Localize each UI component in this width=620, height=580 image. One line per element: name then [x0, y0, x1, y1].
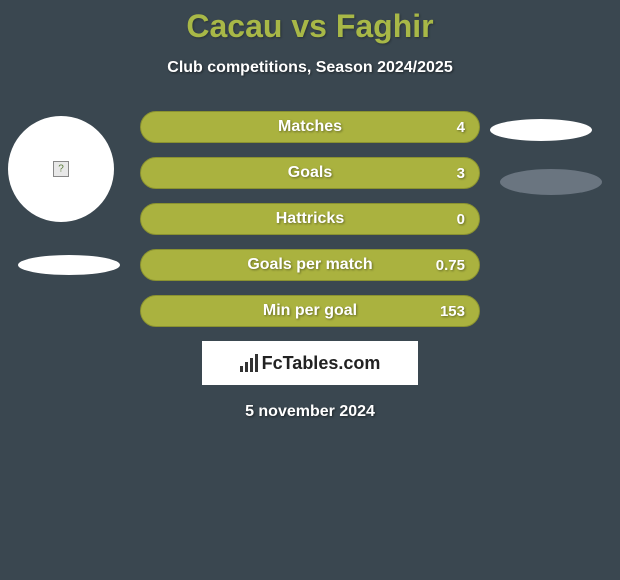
stat-bar-goals-per-match: Goals per match 0.75: [140, 249, 480, 281]
page-title: Cacau vs Faghir: [0, 0, 620, 45]
page-subtitle: Club competitions, Season 2024/2025: [0, 59, 620, 77]
stat-value: 4: [457, 119, 465, 136]
stat-value: 153: [440, 303, 465, 320]
stat-value: 0: [457, 211, 465, 228]
logo-box: FcTables.com: [202, 341, 418, 385]
stat-label: Matches: [278, 118, 342, 136]
logo-text: FcTables.com: [262, 353, 381, 374]
stat-value: 3: [457, 165, 465, 182]
stat-bar-matches: Matches 4: [140, 111, 480, 143]
stat-bar-hattricks: Hattricks 0: [140, 203, 480, 235]
avatar-shadow-left: [18, 255, 120, 275]
stat-value: 0.75: [436, 257, 465, 274]
date-text: 5 november 2024: [0, 403, 620, 421]
player-avatar-left: [8, 116, 114, 222]
avatar-placeholder-icon: [53, 161, 69, 177]
avatar-shadow-right-bottom: [500, 169, 602, 195]
logo-chart-icon: [240, 354, 258, 372]
stat-label: Min per goal: [263, 302, 357, 320]
avatar-shadow-right-top: [490, 119, 592, 141]
stats-container: Matches 4 Goals 3 Hattricks 0 Goals per …: [140, 111, 480, 327]
content-area: Matches 4 Goals 3 Hattricks 0 Goals per …: [0, 111, 620, 421]
stat-bar-goals: Goals 3: [140, 157, 480, 189]
stat-label: Goals per match: [247, 256, 372, 274]
stat-bar-min-per-goal: Min per goal 153: [140, 295, 480, 327]
stat-label: Goals: [288, 164, 332, 182]
stat-label: Hattricks: [276, 210, 344, 228]
